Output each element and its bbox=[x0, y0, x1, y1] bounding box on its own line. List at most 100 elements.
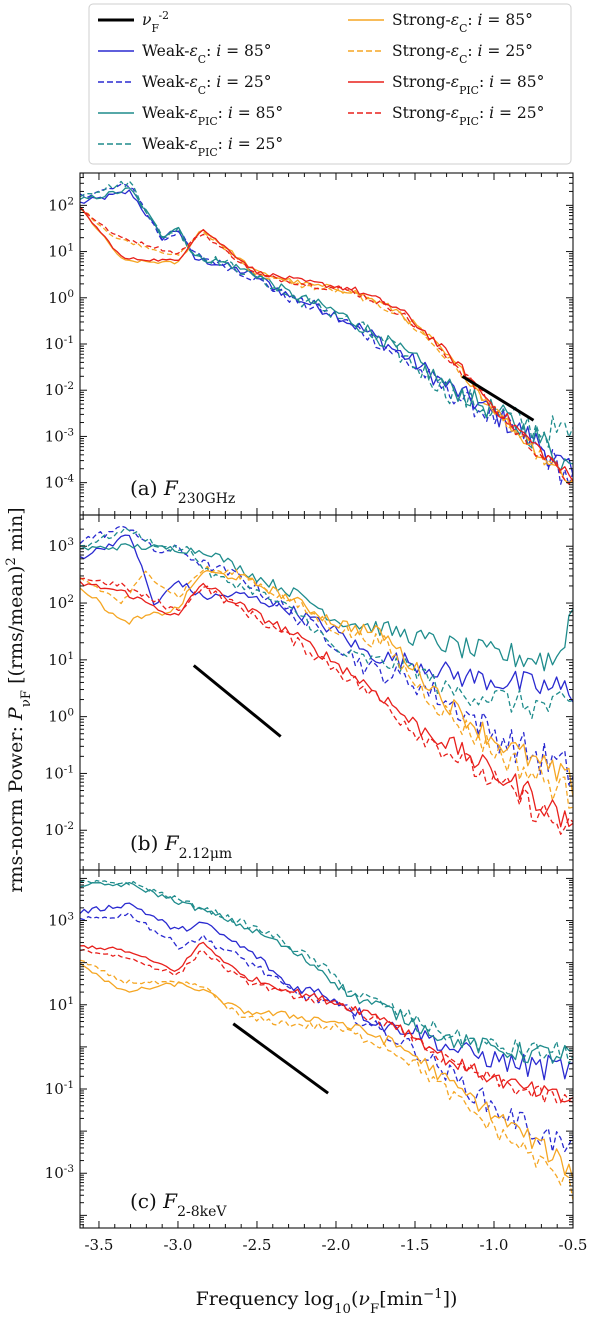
text-span: F bbox=[164, 831, 180, 855]
text-span: ε bbox=[189, 135, 197, 153]
text-span: 10 bbox=[45, 427, 64, 445]
text-span: 10 bbox=[45, 764, 64, 782]
series-line-strongPIC25 bbox=[80, 206, 573, 485]
legend-label: Weak-εC: i = 25° bbox=[142, 73, 272, 97]
text-span: Strong- bbox=[392, 11, 451, 29]
legend-entry: Strong-εC: i = 25° bbox=[348, 42, 533, 66]
text-span: 10 bbox=[48, 289, 67, 307]
series-line-strongPIC25 bbox=[80, 949, 573, 1104]
text-span: ε bbox=[451, 104, 459, 122]
legend-entry: Strong-εPIC: i = 85° bbox=[348, 73, 544, 97]
text-span: = 85° bbox=[483, 11, 533, 29]
y-tick-label: 103 bbox=[48, 536, 74, 555]
text-span: -2 bbox=[158, 9, 169, 22]
y-tick-label: 100 bbox=[48, 707, 74, 726]
series-line-strongC85 bbox=[80, 962, 573, 1180]
text-span: : bbox=[206, 73, 216, 91]
text-span: C bbox=[198, 53, 206, 66]
text-span: [(rms/mean) bbox=[5, 566, 27, 690]
y-tick-label: 10-2 bbox=[45, 380, 74, 399]
series-line-weakC25 bbox=[80, 911, 573, 1153]
text-span: Weak- bbox=[142, 135, 189, 153]
text-span: PIC bbox=[198, 115, 218, 128]
text-span: 2.12μm bbox=[179, 846, 233, 862]
text-span: = 25° bbox=[221, 73, 271, 91]
text-span: [min bbox=[379, 1288, 423, 1310]
text-span: : bbox=[479, 73, 489, 91]
text-span: PIC bbox=[459, 84, 479, 97]
text-span: = 85° bbox=[233, 104, 283, 122]
text-span: 1 bbox=[67, 650, 74, 662]
y-axis-label: rms-norm Power: PνF [(rms/mean)2 min] bbox=[4, 507, 34, 892]
panel-frame bbox=[79, 514, 574, 871]
legend-label: Strong-εPIC: i = 25° bbox=[392, 104, 544, 128]
axes-labels: -3.5 -3.0 -2.5 -2.0 -1.5 -1.0 -0.5 Frequency lo… bbox=[4, 507, 588, 1316]
x-tick-label: -3.5 bbox=[84, 1236, 113, 1254]
legend-entry: Weak-εC: i = 85° bbox=[98, 42, 272, 66]
text-span: = 85° bbox=[494, 73, 544, 91]
text-span: -1 bbox=[64, 1079, 74, 1091]
series-line-strongC25 bbox=[80, 959, 573, 1201]
text-span: 10 bbox=[48, 243, 67, 261]
y-tick-label: 10-1 bbox=[45, 1079, 74, 1098]
text-span: 2 bbox=[4, 557, 19, 565]
text-span: i bbox=[216, 42, 221, 60]
text-span: 10 bbox=[45, 474, 64, 492]
x-tick-label: -1.0 bbox=[480, 1236, 509, 1254]
x-axis-label: Frequency log10(νF[min−1]) bbox=[196, 1287, 458, 1317]
series-line-weakC85 bbox=[80, 534, 573, 703]
text-span: F bbox=[370, 1302, 379, 1317]
text-span: = 25° bbox=[233, 135, 283, 153]
text-span: i bbox=[489, 104, 494, 122]
text-span: : bbox=[467, 42, 477, 60]
text-span: 3 bbox=[67, 911, 74, 923]
text-span: : bbox=[479, 104, 489, 122]
text-span: F bbox=[162, 1189, 178, 1213]
text-span: PIC bbox=[459, 115, 479, 128]
x-tick-label: -0.5 bbox=[559, 1236, 588, 1254]
text-span: P bbox=[5, 706, 27, 721]
text-span: i bbox=[216, 73, 221, 91]
y-tick-label: 102 bbox=[48, 593, 74, 612]
text-span: 10 bbox=[48, 651, 67, 669]
y-tick-label: 10-1 bbox=[45, 334, 74, 353]
series-line-weakPIC85 bbox=[80, 187, 573, 472]
text-span: = 25° bbox=[483, 42, 533, 60]
x-tick-label: -1.5 bbox=[401, 1236, 430, 1254]
text-span: 0 bbox=[67, 288, 74, 300]
y-tick-label: 10-3 bbox=[45, 1163, 74, 1182]
text-span: 2 bbox=[67, 195, 74, 207]
legend-label: Weak-εPIC: i = 85° bbox=[142, 104, 283, 128]
text-span: ]) bbox=[443, 1288, 458, 1310]
text-span: PIC bbox=[198, 146, 218, 159]
panel-series bbox=[80, 525, 573, 835]
text-span: i bbox=[478, 11, 483, 29]
panel-frame bbox=[79, 869, 574, 1229]
series-line-strongC25 bbox=[80, 565, 573, 809]
series-line-weakPIC25 bbox=[80, 879, 573, 1065]
text-span: 0 bbox=[67, 707, 74, 719]
x-tick-label: -2.0 bbox=[322, 1236, 351, 1254]
text-span: 2-8keV bbox=[177, 1204, 227, 1220]
text-span: ε bbox=[189, 104, 197, 122]
text-span: Weak- bbox=[142, 42, 189, 60]
panel-series bbox=[80, 180, 573, 486]
text-span: : bbox=[218, 104, 228, 122]
text-span: : bbox=[467, 11, 477, 29]
text-span: νF bbox=[19, 690, 34, 707]
text-span: -4 bbox=[64, 473, 75, 485]
series-line-weakC25 bbox=[80, 183, 573, 486]
text-span: C bbox=[459, 22, 467, 35]
series-line-strongC85 bbox=[80, 569, 573, 798]
text-span: ε bbox=[451, 42, 459, 60]
panel-label: (b) F2.12μm bbox=[130, 831, 232, 862]
series-line-strongPIC85 bbox=[80, 205, 573, 482]
text-span: −1 bbox=[423, 1287, 443, 1302]
legend-frame bbox=[88, 3, 572, 165]
series-line-strongPIC25 bbox=[80, 577, 573, 835]
legend-label: Strong-εC: i = 85° bbox=[392, 11, 533, 35]
text-span: (c) bbox=[130, 1189, 163, 1213]
